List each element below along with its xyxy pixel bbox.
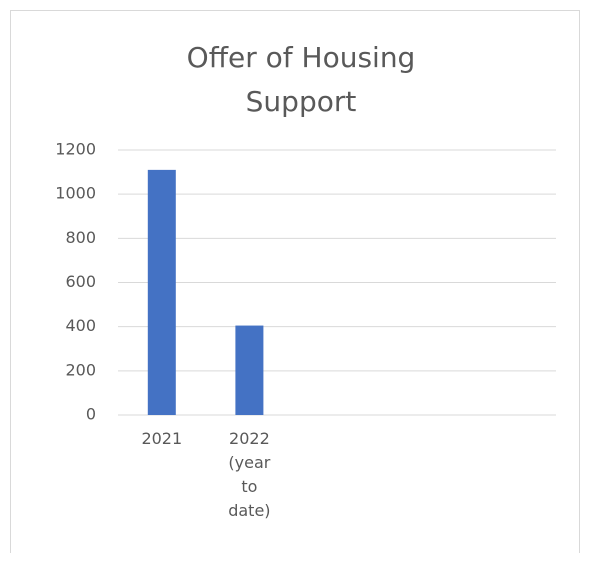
- plot: 0 200 400 600 800 1000 1200: [55, 140, 556, 424]
- y-tick-label: 1200: [55, 140, 96, 159]
- x-tick-label: 2021: [141, 429, 183, 448]
- y-tick-label: 400: [65, 316, 96, 335]
- chart: Offer of Housing Support 0 200 400 600 800 10…: [10, 10, 580, 553]
- y-tick-label: 600: [65, 272, 96, 291]
- bar: [235, 325, 264, 415]
- bar: [147, 169, 176, 415]
- y-tick-label: 1000: [55, 184, 96, 203]
- y-tick-label: 0: [86, 405, 96, 424]
- x-tick-label: 2022 (year to date): [228, 429, 271, 520]
- chart-title: Offer of Housing Support: [186, 41, 416, 118]
- y-tick-label: 200: [65, 360, 96, 379]
- y-tick-label: 800: [65, 228, 96, 247]
